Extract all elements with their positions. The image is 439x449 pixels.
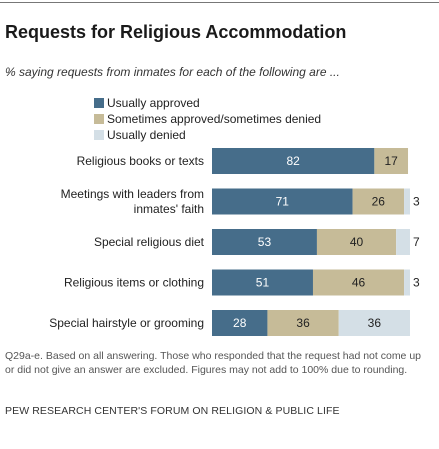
bar-approved: [212, 229, 317, 255]
bar-sometimes: [267, 310, 339, 336]
chart-note: Q29a-e. Based on all answering. Those wh…: [5, 350, 421, 376]
chart-title: Requests for Religious Accommodation: [5, 22, 347, 42]
bar-approved: [212, 269, 313, 296]
legend-label-denied: Usually denied: [107, 128, 186, 142]
chart-source: PEW RESEARCH CENTER'S FORUM ON RELIGION …: [5, 405, 340, 417]
bar-denied: [338, 310, 410, 336]
bar-sometimes: [352, 188, 405, 215]
legend-item-denied: Usually denied: [94, 127, 321, 143]
bar-sometimes: [374, 148, 409, 174]
bar-sometimes: [316, 229, 397, 255]
legend-swatch-sometimes: [94, 114, 104, 124]
data-label-approved: 82: [287, 154, 301, 168]
legend-label-sometimes: Sometimes approved/sometimes denied: [107, 112, 322, 126]
category-label: Meetings with leaders from: [61, 187, 204, 201]
data-label-approved: 51: [256, 276, 270, 290]
bar-sometimes: [312, 269, 405, 296]
bar-approved: [212, 310, 268, 336]
bar-denied: [404, 188, 410, 215]
data-label-sometimes: 46: [352, 276, 366, 290]
data-label-sometimes: 26: [372, 195, 386, 209]
bar-approved: [212, 148, 375, 174]
data-label-approved: 53: [258, 235, 272, 249]
legend-swatch-denied: [94, 130, 104, 140]
category-label: Special religious diet: [94, 235, 205, 249]
data-label-denied: 7: [413, 235, 420, 249]
chart-subtitle: % saying requests from inmates for each …: [5, 65, 340, 79]
top-rule: [0, 2, 439, 3]
bar-denied: [396, 229, 410, 255]
legend-item-approved: Usually approved: [94, 95, 321, 111]
data-label-denied: 3: [413, 195, 420, 209]
legend-swatch-approved: [94, 98, 104, 108]
category-label: inmates' faith: [134, 202, 204, 216]
data-label-sometimes: 40: [350, 235, 364, 249]
data-label-denied: 36: [368, 316, 382, 330]
data-label-approved: 71: [276, 195, 290, 209]
bar-denied: [404, 269, 410, 296]
category-label: Religious books or texts: [77, 154, 204, 168]
legend-label-approved: Usually approved: [107, 96, 200, 110]
data-label-sometimes: 17: [385, 154, 399, 168]
legend-item-sometimes: Sometimes approved/sometimes denied: [94, 111, 321, 127]
data-label-approved: 28: [233, 316, 247, 330]
category-label: Religious items or clothing: [64, 276, 204, 290]
data-label-sometimes: 36: [296, 316, 310, 330]
data-label-denied: 3: [413, 276, 420, 290]
legend: Usually approved Sometimes approved/some…: [94, 95, 321, 143]
category-label: Special hairstyle or grooming: [49, 316, 204, 330]
bar-approved: [212, 188, 353, 215]
